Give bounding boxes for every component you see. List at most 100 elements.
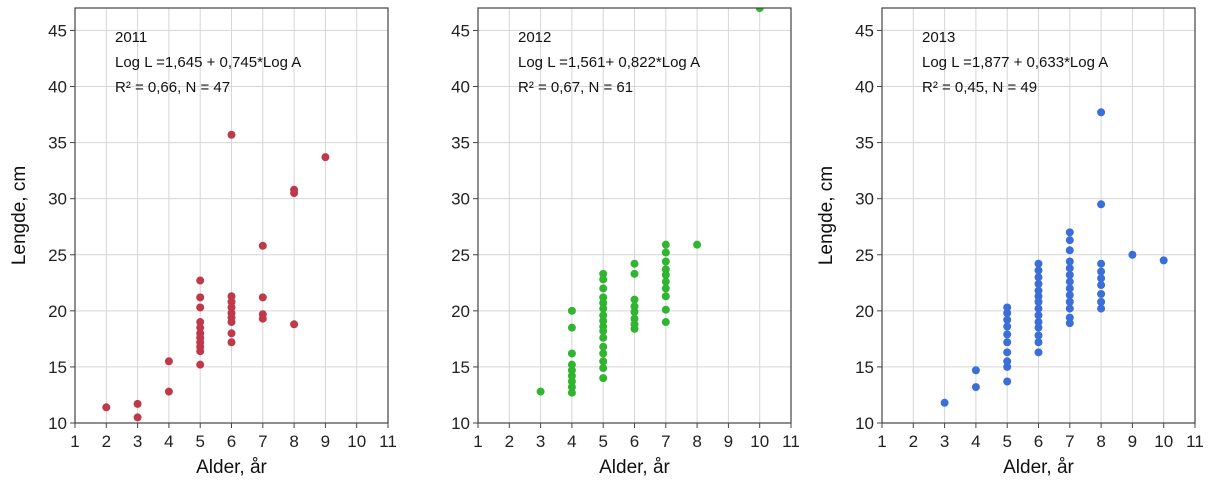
y-tick-label: 30 — [48, 190, 67, 209]
data-point — [227, 338, 236, 347]
y-tick-label: 15 — [451, 358, 470, 377]
data-point — [1034, 266, 1043, 275]
annotation-line: 2013 — [922, 29, 955, 46]
data-point — [1065, 264, 1074, 273]
x-tick-label: 3 — [133, 432, 142, 451]
data-point — [599, 327, 608, 336]
data-point — [1065, 319, 1074, 328]
data-point — [599, 357, 608, 366]
data-point — [630, 314, 639, 323]
data-point — [599, 298, 608, 307]
y-tick-label: 20 — [451, 302, 470, 321]
y-tick-label: 45 — [855, 21, 874, 40]
y-tick-label: 20 — [48, 302, 67, 321]
data-point — [567, 388, 576, 397]
data-point — [258, 241, 267, 250]
x-tick-label: 7 — [258, 432, 267, 451]
data-point — [599, 284, 608, 293]
data-point — [693, 240, 702, 249]
data-point — [102, 403, 111, 412]
y-tick-label: 10 — [48, 414, 67, 433]
y-tick-label: 15 — [855, 358, 874, 377]
data-point — [1097, 259, 1106, 268]
data-point — [567, 349, 576, 358]
data-point — [599, 374, 608, 383]
y-tick-label: 35 — [855, 134, 874, 153]
data-point — [1065, 270, 1074, 279]
x-tick-label: 1 — [473, 432, 482, 451]
data-point — [133, 413, 142, 422]
y-tick-label: 25 — [451, 246, 470, 265]
y-tick-label: 10 — [451, 414, 470, 433]
data-point — [599, 269, 608, 278]
data-point — [599, 311, 608, 320]
data-point — [196, 318, 205, 327]
data-point — [661, 270, 670, 279]
x-tick-label: 7 — [1065, 432, 1074, 451]
data-point — [599, 364, 608, 373]
data-point — [1034, 338, 1043, 347]
x-tick-label: 5 — [195, 432, 204, 451]
data-point — [1065, 228, 1074, 237]
data-point — [1097, 274, 1106, 283]
data-point — [227, 292, 236, 301]
x-tick-label: 9 — [724, 432, 733, 451]
annotation-line: Log L =1,645 + 0,745*Log A — [115, 54, 301, 71]
x-tick-label: 3 — [940, 432, 949, 451]
data-point — [1034, 292, 1043, 301]
x-axis-label: Alder, år — [1003, 457, 1074, 478]
data-point — [1034, 279, 1043, 288]
data-point — [661, 265, 670, 274]
data-point — [755, 8, 764, 12]
y-axis-label: Lengde, cm — [816, 166, 837, 265]
data-point — [1065, 284, 1074, 293]
data-point — [196, 360, 205, 369]
data-point — [661, 292, 670, 301]
data-point — [1003, 377, 1012, 386]
data-point — [599, 275, 608, 284]
y-tick-label: 35 — [451, 134, 470, 153]
x-tick-label: 6 — [227, 432, 236, 451]
x-tick-label: 4 — [971, 432, 980, 451]
annotation-line: 2011 — [115, 29, 147, 46]
y-tick-label: 45 — [451, 21, 470, 40]
y-tick-label: 45 — [48, 21, 67, 40]
data-point — [599, 304, 608, 313]
data-point — [196, 303, 205, 312]
annotation-line: R² = 0,45, N = 49 — [922, 79, 1037, 96]
data-point — [940, 398, 949, 407]
data-point — [567, 366, 576, 375]
data-point — [1065, 313, 1074, 322]
data-point — [567, 360, 576, 369]
data-point — [227, 329, 236, 338]
x-tick-label: 1 — [877, 432, 886, 451]
data-point — [227, 130, 236, 139]
data-point — [630, 307, 639, 316]
x-tick-label: 10 — [1154, 432, 1173, 451]
data-point — [599, 333, 608, 342]
x-axis-label: Alder, år — [599, 457, 670, 478]
x-tick-label: 9 — [1128, 432, 1137, 451]
x-tick-label: 4 — [567, 432, 576, 451]
data-point — [196, 293, 205, 302]
y-axis-label: Lengde, cm — [9, 166, 30, 265]
data-point — [227, 318, 236, 327]
x-tick-label: 10 — [750, 432, 769, 451]
data-point — [630, 269, 639, 278]
y-tick-label: 40 — [451, 78, 470, 97]
x-tick-label: 2 — [505, 432, 514, 451]
data-point — [661, 248, 670, 257]
x-tick-label: 6 — [1034, 432, 1043, 451]
x-tick-label: 10 — [347, 432, 366, 451]
annotation-line: Log L =1,561+ 0,822*Log A — [518, 54, 700, 71]
x-tick-label: 11 — [1186, 432, 1204, 451]
x-tick-label: 8 — [1096, 432, 1105, 451]
data-point — [1003, 330, 1012, 339]
plot-content — [102, 130, 330, 422]
data-point — [536, 387, 545, 396]
data-point — [1097, 281, 1106, 290]
x-tick-label: 1 — [70, 432, 79, 451]
data-point — [567, 377, 576, 386]
